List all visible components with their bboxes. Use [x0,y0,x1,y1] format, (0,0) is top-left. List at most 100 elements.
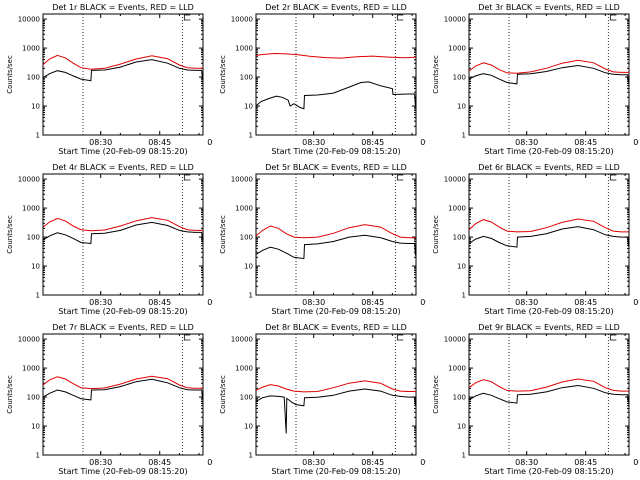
x-tick-label: 08:30 [302,458,325,467]
y-tick-label: 1000 [235,205,253,213]
y-axis-label: Counts/sec [219,375,227,414]
y-tick-label: 100 [27,394,40,402]
plot-frame [468,13,630,136]
y-tick-label: 10000 [444,16,466,24]
y-axis-label: Counts/sec [432,55,440,94]
y-tick-label: 10000 [18,176,40,184]
y-tick-label: 10 [31,263,40,271]
chart-title: Det 6r BLACK = Events, RED = LLD [478,163,620,172]
flag-marker-icon [609,174,617,181]
detector-chart-3: Det 3r BLACK = Events, RED = LLD 1 10 100 10… [426,0,639,160]
events-series-line [468,384,630,404]
x-tick-label: 08:45 [148,458,171,467]
lld-series-line [42,217,203,232]
x-tick-label: 09:00 [207,298,213,307]
flag-marker-icon [609,14,617,21]
y-axis-label: Counts/sec [6,55,14,94]
chart-svg: Det 8r BLACK = Events, RED = LLD 1 10 100 10… [219,323,426,476]
y-tick-label: 1000 [448,365,466,373]
y-tick-label: 10 [457,103,466,111]
events-series-line [42,221,204,245]
y-tick-label: 100 [240,394,253,402]
y-tick-label: 10 [457,263,466,271]
events-series-line [42,378,204,401]
y-axis-label: Counts/sec [219,215,227,254]
y-tick-label: 1000 [448,45,466,53]
chart-title: Det 7r BLACK = Events, RED = LLD [52,323,194,332]
y-tick-label: 10000 [444,176,466,184]
lld-series-line [42,375,203,390]
chart-title: Det 2r BLACK = Events, RED = LLD [265,3,407,12]
y-tick-label: 100 [240,74,253,82]
x-axis-label: Start Time (20-Feb-09 08:15:20) [271,147,400,156]
flag-marker-icon [183,14,191,21]
x-tick-label: 09:00 [420,458,426,467]
events-series-line [468,64,630,85]
x-tick-label: 08:30 [89,458,112,467]
flag-marker-icon [609,334,617,341]
chart-title: Det 5r BLACK = Events, RED = LLD [265,163,407,172]
chart-svg: Det 1r BLACK = Events, RED = LLD 1 10 100 10… [6,3,213,156]
plot-frame [255,13,417,136]
x-axis-label: Start Time (20-Feb-09 08:15:20) [58,307,187,316]
x-tick-label: 08:45 [574,138,597,147]
x-tick-label: 08:45 [574,298,597,307]
detector-chart-4: Det 4r BLACK = Events, RED = LLD 1 10 100 10… [0,160,213,320]
detector-chart-2: Det 2r BLACK = Events, RED = LLD 1 10 100 10… [213,0,426,160]
flag-marker-icon [396,334,404,341]
y-tick-label: 1 [36,132,40,140]
y-tick-label: 100 [27,74,40,82]
detector-chart-9: Det 9r BLACK = Events, RED = LLD 1 10 100 10… [426,320,639,480]
x-tick-label: 09:00 [207,138,213,147]
detector-chart-6: Det 6r BLACK = Events, RED = LLD 1 10 100 10… [426,160,639,320]
y-tick-label: 1000 [235,365,253,373]
y-tick-label: 10 [31,103,40,111]
y-tick-label: 10000 [18,336,40,344]
chart-title: Det 1r BLACK = Events, RED = LLD [52,3,194,12]
x-tick-label: 08:30 [302,138,325,147]
x-axis-label: Start Time (20-Feb-09 08:15:20) [58,467,187,476]
lld-series-line [468,218,629,233]
detector-chart-5: Det 5r BLACK = Events, RED = LLD 1 10 100 10… [213,160,426,320]
y-tick-label: 1 [249,132,253,140]
events-series-line [255,81,417,110]
y-tick-label: 10000 [231,336,253,344]
y-tick-label: 100 [453,394,466,402]
x-tick-label: 08:30 [89,298,112,307]
events-series-line [255,388,417,434]
y-axis-label: Counts/sec [432,375,440,414]
chart-svg: Det 6r BLACK = Events, RED = LLD 1 10 100 10… [432,163,639,316]
events-series-line [255,234,417,260]
y-tick-label: 1 [36,292,40,300]
flag-marker-icon [183,334,191,341]
x-tick-label: 08:30 [515,458,538,467]
x-tick-label: 08:45 [361,298,384,307]
chart-svg: Det 4r BLACK = Events, RED = LLD 1 10 100 10… [6,163,213,316]
x-tick-label: 09:00 [207,458,213,467]
x-tick-label: 09:00 [420,298,426,307]
chart-svg: Det 2r BLACK = Events, RED = LLD 1 10 100 10… [219,3,426,156]
x-tick-label: 09:00 [633,298,639,307]
y-axis-label: Counts/sec [6,375,14,414]
detector-chart-1: Det 1r BLACK = Events, RED = LLD 1 10 100 10… [0,0,213,160]
y-tick-label: 1000 [22,205,40,213]
x-tick-label: 09:00 [420,138,426,147]
plot-frame [42,173,204,296]
y-tick-label: 1 [462,132,466,140]
y-tick-label: 10 [244,423,253,431]
y-tick-label: 10 [457,423,466,431]
x-tick-label: 08:45 [361,458,384,467]
y-tick-label: 1000 [235,45,253,53]
lld-series-line [42,54,203,70]
x-tick-label: 08:45 [148,138,171,147]
y-axis-label: Counts/sec [219,55,227,94]
chart-svg: Det 9r BLACK = Events, RED = LLD 1 10 100 10… [432,323,639,476]
x-tick-label: 08:30 [302,298,325,307]
chart-title: Det 3r BLACK = Events, RED = LLD [478,3,620,12]
x-tick-label: 08:45 [574,458,597,467]
y-axis-label: Counts/sec [6,215,14,254]
chart-svg: Det 3r BLACK = Events, RED = LLD 1 10 100 10… [432,3,639,156]
plot-frame [42,13,204,136]
detector-chart-7: Det 7r BLACK = Events, RED = LLD 1 10 100 10… [0,320,213,480]
plot-frame [42,333,204,456]
